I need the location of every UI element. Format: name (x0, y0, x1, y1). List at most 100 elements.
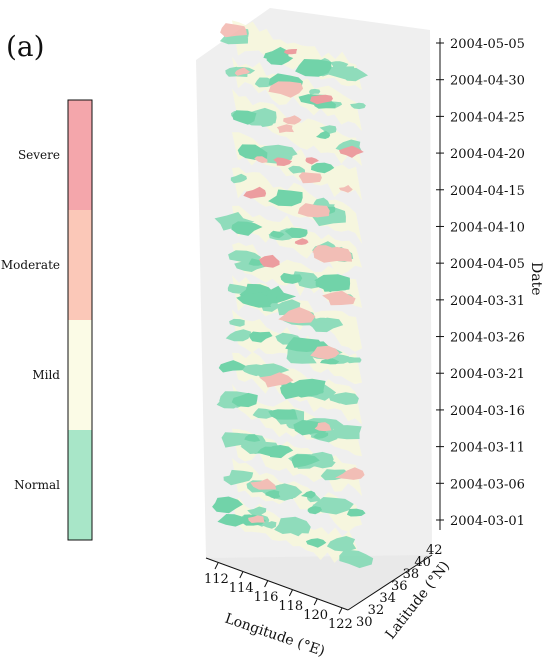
patch-severe (273, 157, 293, 166)
patch-normal (231, 392, 258, 408)
patch-severe (243, 186, 267, 199)
patch-normal (314, 274, 351, 292)
longitude-tick-label: 120 (303, 608, 328, 623)
patch-normal (274, 516, 311, 534)
date-tick-label: 2004-04-10 (450, 220, 525, 235)
date-tick-label: 2004-03-21 (450, 367, 525, 382)
patch-normal (295, 59, 332, 77)
patch-severe (305, 157, 319, 165)
longitude-tick-label: 116 (254, 590, 279, 605)
latitude-tick-label: 32 (368, 603, 385, 618)
latitude-axis-line (347, 554, 433, 611)
map-slice-2004-04-25 (231, 88, 364, 167)
patch-normal (320, 357, 340, 365)
patch-normal (254, 363, 290, 378)
patch-moderate (268, 81, 304, 98)
patch-moderate (220, 23, 247, 38)
date-axis: 2004-03-01 2004-03-06 2004-03-11 2004-03-16… (436, 37, 525, 530)
map-slice-2004-03-11 (221, 428, 365, 497)
patch-normal (326, 536, 357, 552)
patch-normal (319, 125, 337, 134)
date-tick-label: 2004-03-06 (450, 477, 525, 492)
date-tick-label: 2004-04-15 (450, 184, 525, 199)
patch-normal (328, 392, 359, 405)
patch-normal (339, 549, 374, 569)
patch-normal (249, 331, 273, 343)
patch-normal (223, 474, 245, 484)
patch-moderate (313, 246, 352, 263)
patch-normal (291, 454, 320, 468)
severity-legend: Severe Moderate Mild Normal (1, 99, 93, 541)
longitude-tick-label: 114 (229, 581, 254, 596)
latitude-tick-label: 34 (379, 591, 396, 606)
date-tick-label: 2004-03-26 (450, 331, 525, 346)
map-slice-2004-05-05 (219, 20, 368, 90)
legend-swatch-normal (68, 430, 92, 540)
patch-moderate (259, 372, 294, 388)
patch-normal (309, 88, 321, 95)
patch-normal (288, 378, 326, 396)
patch-normal (252, 408, 276, 419)
patch-severe (294, 238, 309, 245)
patch-normal (330, 425, 362, 440)
date-tick-label: 2004-03-11 (450, 441, 525, 456)
patch-normal (280, 272, 303, 284)
date-tick-label: 2004-04-30 (450, 74, 525, 89)
date-tick-label: 2004-04-05 (450, 257, 525, 272)
date-tick-label: 2004-03-16 (450, 404, 525, 419)
patch-normal (229, 318, 245, 327)
patch-normal (263, 46, 290, 61)
patch-normal (218, 360, 246, 373)
date-tick-label: 2004-03-31 (450, 294, 525, 309)
date-axis-label: Date (528, 262, 544, 295)
legend-swatch-severe (68, 100, 92, 210)
latitude-tick-label: 30 (356, 615, 373, 630)
patch-moderate (254, 156, 268, 163)
longitude-tick (288, 589, 293, 597)
patch-severe (259, 254, 280, 268)
patch-moderate (234, 67, 251, 76)
map-slice-2004-04-10 (214, 205, 362, 275)
latitude-tick-label: 42 (426, 543, 443, 558)
patch-normal (346, 508, 366, 517)
patch-normal (350, 102, 366, 110)
patch-moderate (314, 422, 332, 432)
patch-normal (265, 490, 281, 499)
legend-frame (67, 99, 93, 541)
patch-normal (237, 144, 268, 160)
legend-swatch-mild (68, 320, 92, 430)
legend-label-severe: Severe (18, 148, 60, 162)
map-slice-2004-04-30 (225, 56, 366, 132)
patch-normal (230, 173, 247, 184)
patch-normal (346, 356, 362, 364)
patch-normal (268, 409, 298, 420)
patch-normal (257, 446, 282, 457)
patch-normal (307, 506, 322, 515)
patch-moderate (298, 172, 322, 184)
panel-label: (a) (6, 30, 45, 63)
patch-severe (339, 145, 364, 158)
patch-moderate (250, 478, 277, 490)
patch-normal (247, 506, 267, 517)
patch-moderate (283, 115, 302, 125)
patch-normal (284, 227, 308, 238)
patch-normal (268, 189, 303, 207)
pane-floor (206, 555, 432, 610)
legend-label-mild: Mild (32, 368, 60, 382)
patch-normal (300, 490, 316, 499)
patch-moderate (338, 185, 353, 193)
patch-normal (212, 496, 243, 514)
map-slice-2004-03-26 (225, 309, 362, 385)
patch-normal (236, 292, 272, 308)
patch-normal (270, 230, 285, 239)
legend-label-normal: Normal (14, 478, 60, 492)
longitude-axis-line (205, 557, 349, 611)
patch-normal (288, 165, 305, 174)
map-slice-2004-03-21 (218, 351, 362, 425)
patch-normal (244, 434, 261, 442)
slice-footprint (232, 167, 362, 244)
patch-normal (217, 514, 250, 527)
patch-normal (311, 162, 335, 174)
